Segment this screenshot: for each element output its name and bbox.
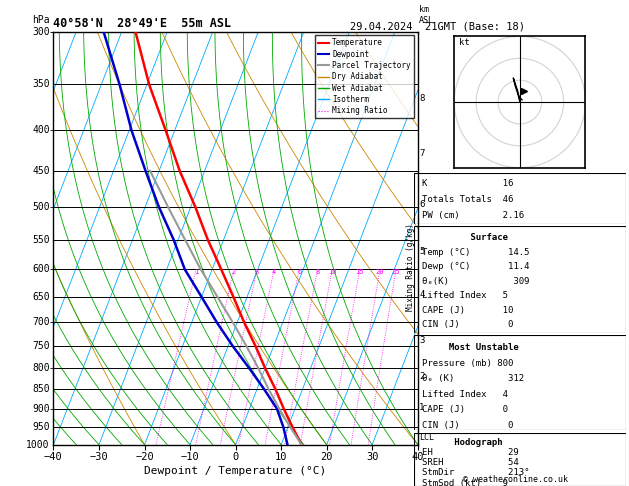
Text: Lifted Index   4: Lifted Index 4 (422, 390, 508, 399)
Text: km
ASL: km ASL (419, 5, 434, 25)
Text: 300: 300 (32, 27, 50, 36)
Text: 2: 2 (231, 269, 236, 276)
Text: CAPE (J)       0: CAPE (J) 0 (422, 405, 508, 415)
Text: Temp (°C)       14.5: Temp (°C) 14.5 (422, 248, 530, 257)
Text: 15: 15 (355, 269, 364, 276)
Text: 7: 7 (419, 149, 425, 158)
Text: kt: kt (459, 38, 469, 47)
X-axis label: Dewpoint / Temperature (°C): Dewpoint / Temperature (°C) (145, 467, 326, 476)
Text: K              16: K 16 (422, 179, 514, 188)
Text: StmDir          213°: StmDir 213° (422, 469, 530, 477)
Text: Mixing Ratio (g/kg): Mixing Ratio (g/kg) (406, 224, 415, 311)
Text: 2: 2 (419, 372, 425, 381)
Text: 700: 700 (32, 317, 50, 327)
Text: 6: 6 (419, 200, 425, 209)
Text: Totals Totals  46: Totals Totals 46 (422, 195, 514, 204)
Text: 5: 5 (419, 247, 425, 256)
Text: 550: 550 (32, 235, 50, 244)
Text: Dewp (°C)       11.4: Dewp (°C) 11.4 (422, 262, 530, 271)
Text: 1: 1 (419, 403, 425, 412)
Text: 1000: 1000 (26, 440, 50, 450)
Text: 500: 500 (32, 202, 50, 212)
Text: Surface: Surface (422, 233, 508, 243)
Text: StmSpd (kt)    9: StmSpd (kt) 9 (422, 479, 508, 486)
Text: Pressure (mb) 800: Pressure (mb) 800 (422, 359, 514, 367)
Text: 950: 950 (32, 422, 50, 432)
Text: 450: 450 (32, 166, 50, 176)
Text: 40°58'N  28°49'E  55m ASL: 40°58'N 28°49'E 55m ASL (53, 17, 231, 31)
Text: 10: 10 (328, 269, 337, 276)
Text: CAPE (J)       10: CAPE (J) 10 (422, 306, 514, 314)
Text: PW (cm)        2.16: PW (cm) 2.16 (422, 211, 525, 220)
Text: EH              29: EH 29 (422, 448, 519, 457)
Text: Most Unstable: Most Unstable (422, 343, 519, 352)
Text: 1: 1 (194, 269, 198, 276)
Text: 350: 350 (32, 80, 50, 89)
Text: CIN (J)         0: CIN (J) 0 (422, 320, 514, 329)
Text: 8: 8 (316, 269, 320, 276)
Text: 800: 800 (32, 363, 50, 373)
Text: 750: 750 (32, 341, 50, 351)
Text: 20: 20 (376, 269, 384, 276)
Text: 29.04.2024  21GMT (Base: 18): 29.04.2024 21GMT (Base: 18) (350, 22, 525, 32)
Text: 900: 900 (32, 403, 50, 414)
Text: 650: 650 (32, 292, 50, 302)
Text: hPa: hPa (32, 15, 50, 25)
Text: 400: 400 (32, 125, 50, 135)
Text: 25: 25 (392, 269, 400, 276)
Text: 850: 850 (32, 384, 50, 394)
Text: θₑ (K)          312: θₑ (K) 312 (422, 374, 525, 383)
Text: 4: 4 (272, 269, 276, 276)
Text: 4: 4 (419, 290, 425, 299)
Text: CIN (J)         0: CIN (J) 0 (422, 421, 514, 430)
Text: Hodograph: Hodograph (422, 438, 503, 447)
Text: Lifted Index   5: Lifted Index 5 (422, 291, 508, 300)
Text: 6: 6 (297, 269, 301, 276)
Text: SREH            54: SREH 54 (422, 458, 519, 467)
Text: 600: 600 (32, 264, 50, 275)
Text: θₑ(K)            309: θₑ(K) 309 (422, 277, 530, 286)
Text: 3: 3 (419, 336, 425, 345)
Text: 3: 3 (255, 269, 259, 276)
Text: LCL: LCL (419, 433, 434, 442)
Text: © weatheronline.co.uk: © weatheronline.co.uk (464, 474, 568, 484)
Legend: Temperature, Dewpoint, Parcel Trajectory, Dry Adiabat, Wet Adiabat, Isotherm, Mi: Temperature, Dewpoint, Parcel Trajectory… (314, 35, 414, 118)
Text: 8: 8 (419, 94, 425, 104)
